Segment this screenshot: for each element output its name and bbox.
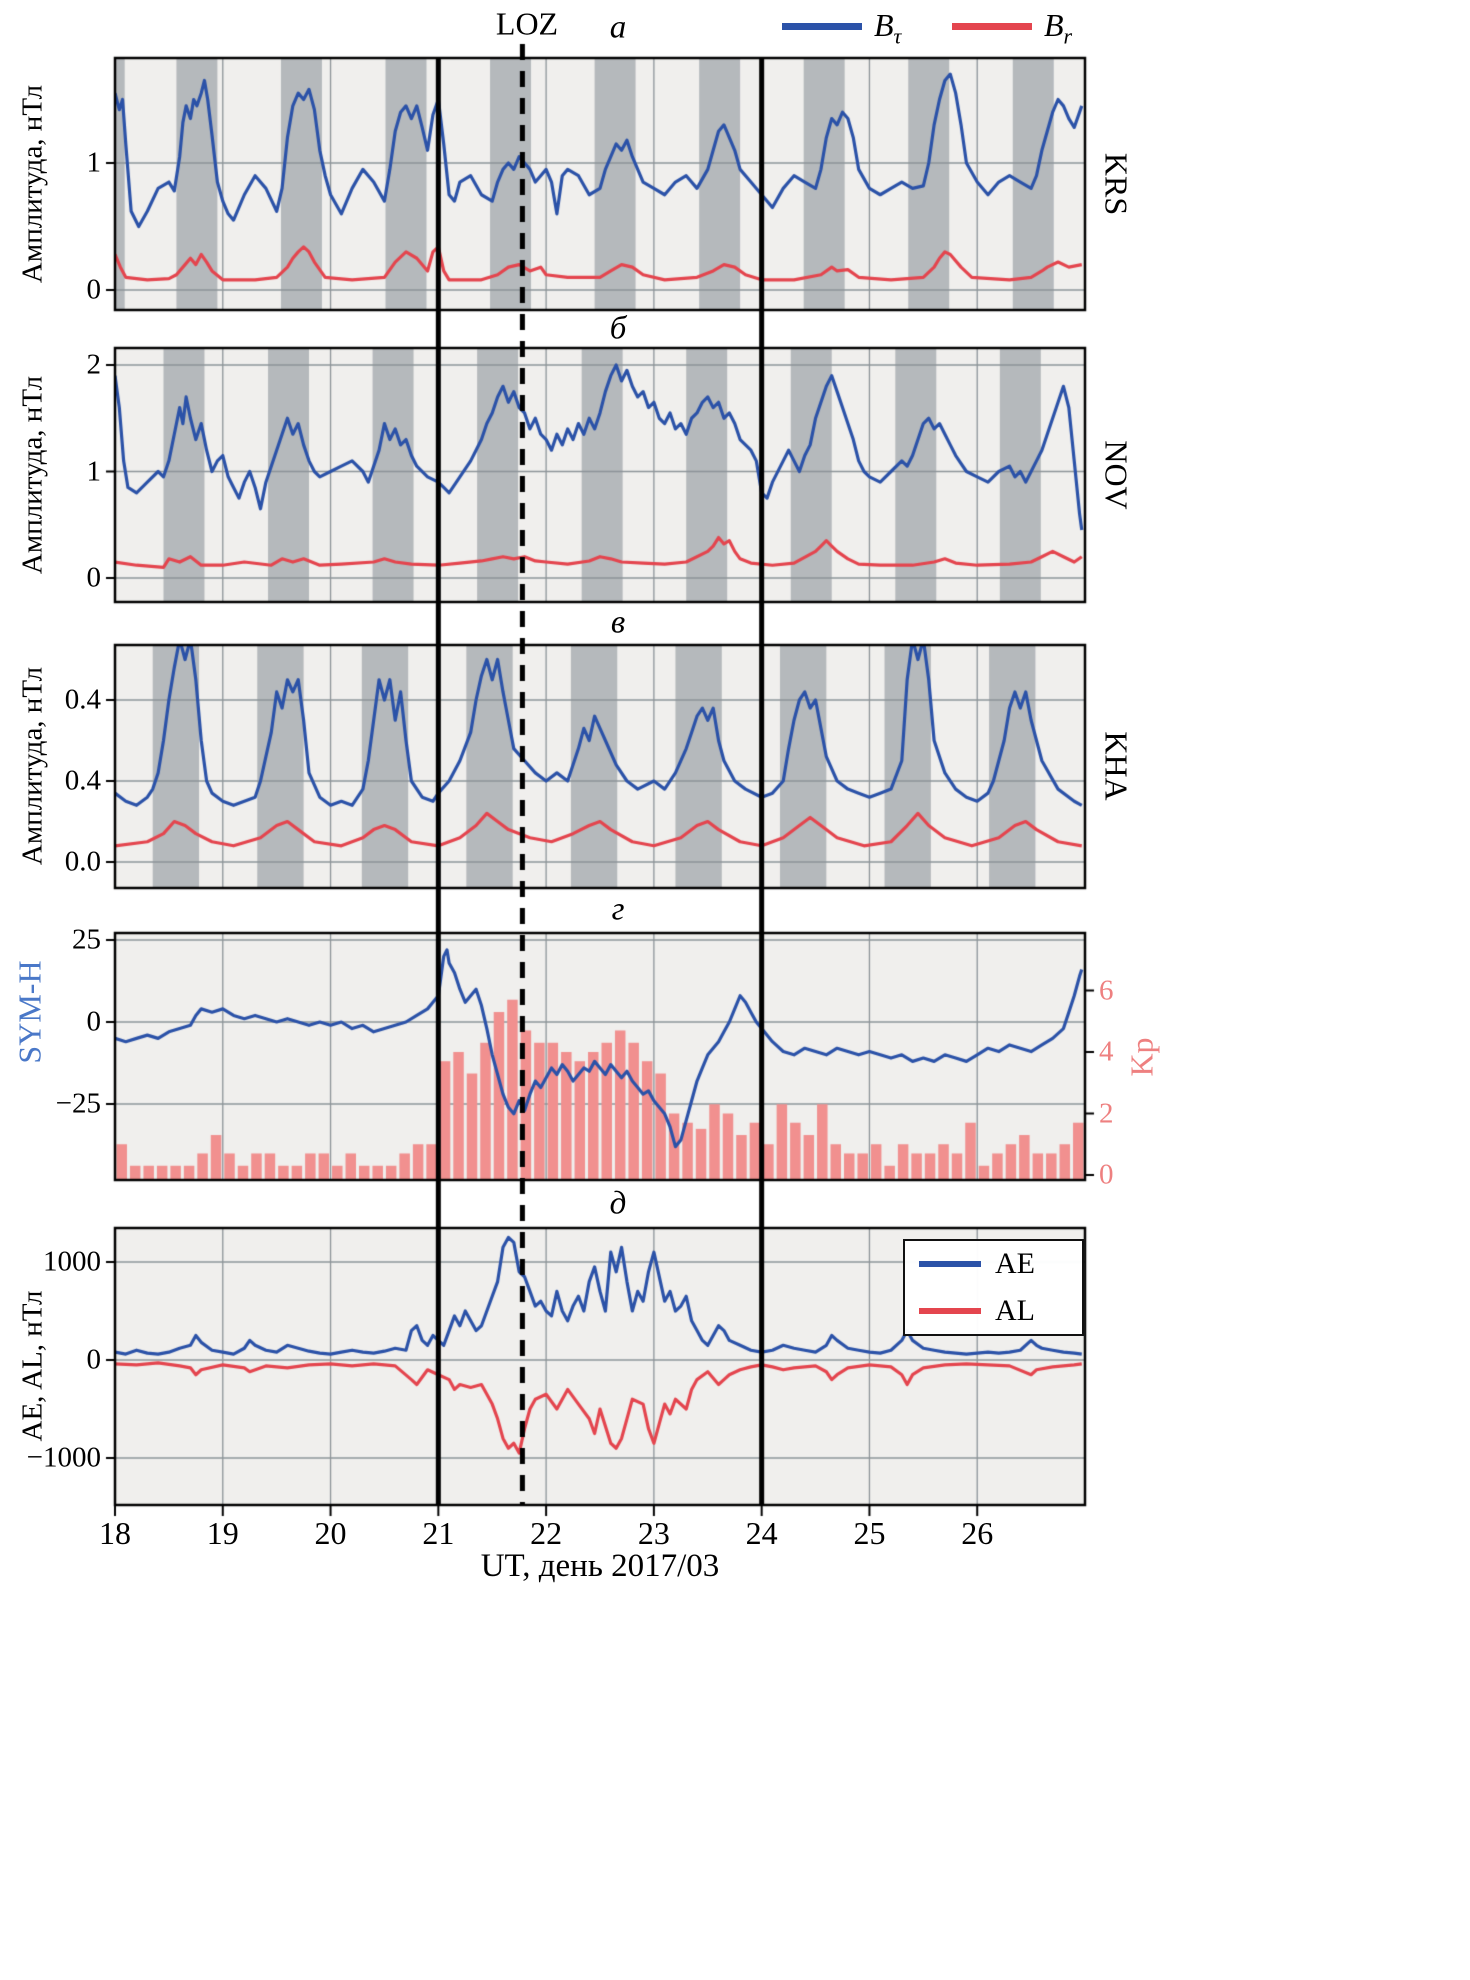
y-tick-label: 0 (86, 561, 102, 594)
br-label-main: B (1044, 7, 1064, 43)
al-legend-swatch (919, 1307, 981, 1314)
panel-a-ylabel: Амплитуда, нТл (16, 84, 49, 284)
y-tick-label: 0 (86, 1343, 102, 1376)
panel-d-ylabel: AE, AL, нТл (16, 1290, 49, 1442)
y-tick-label: 0.0 (64, 845, 101, 878)
bt-label-sub: τ (893, 23, 902, 49)
bt-legend-swatch (782, 23, 862, 30)
y-tick-label: 25 (72, 923, 101, 956)
y-tick-label: −25 (55, 1087, 101, 1120)
y-tick-label: 0.4 (64, 764, 101, 797)
x-tick-label: 20 (314, 1515, 347, 1551)
panel-a-title: а (609, 9, 627, 46)
al-legend-label: AL (995, 1293, 1035, 1327)
br-legend-label: Br (1044, 7, 1072, 49)
y-tick-label: 1000 (43, 1245, 101, 1278)
panel-b-title: б (609, 310, 627, 347)
x-tick-label: 26 (961, 1515, 994, 1551)
br-label-sub: r (1063, 23, 1073, 49)
symh-axis-label: SYM-H (11, 960, 48, 1064)
x-axis-label: UT, день 2017/03 (480, 1548, 720, 1584)
x-tick-label: 23 (637, 1515, 670, 1551)
x-tick-label: 22 (530, 1515, 563, 1551)
x-tick-label: 24 (745, 1515, 778, 1551)
ae-legend-item: AE (905, 1247, 1082, 1281)
x-tick-label: 18 (99, 1515, 131, 1551)
br-legend-swatch (952, 23, 1032, 30)
ae-al-legend: AE AL (903, 1239, 1084, 1336)
panel-v-ylabel: Амплитуда, нТл (16, 666, 49, 866)
y-tick-label: −1000 (26, 1441, 101, 1474)
y-tick-label: 0.4 (64, 683, 101, 716)
station-label-krs: KRS (1098, 152, 1135, 216)
y-tick-label: 0 (86, 1005, 102, 1038)
al-legend-item: AL (905, 1294, 1082, 1328)
kp-axis-label: Kp (1123, 1037, 1160, 1077)
x-tick-label: 19 (206, 1515, 239, 1551)
kp-tick-label: 0 (1099, 1158, 1114, 1191)
kp-tick-label: 2 (1099, 1097, 1114, 1129)
station-label-kha: KHA (1098, 731, 1135, 801)
event-line-label: LOZ (495, 5, 559, 42)
y-tick-label: 1 (86, 146, 102, 179)
panel-g-title: г (611, 891, 625, 928)
x-tick-label: 25 (853, 1515, 886, 1551)
ae-legend-label: AE (995, 1247, 1035, 1281)
y-tick-label: 2 (86, 348, 102, 381)
bt-label-main: B (874, 7, 894, 43)
y-tick-label: 0 (86, 273, 102, 306)
panel-b-ylabel: Амплитуда, нТл (16, 375, 49, 575)
kp-tick-label: 4 (1099, 1035, 1114, 1068)
panel-v-title: в (610, 604, 626, 641)
station-label-nov: NOV (1098, 440, 1135, 510)
bt-legend-label: Bτ (874, 7, 901, 49)
ae-legend-swatch (919, 1261, 981, 1268)
x-tick-label: 21 (422, 1515, 455, 1551)
panel-d-title: д (609, 1185, 627, 1222)
y-tick-label: 1 (86, 455, 102, 487)
kp-tick-label: 6 (1099, 974, 1114, 1006)
